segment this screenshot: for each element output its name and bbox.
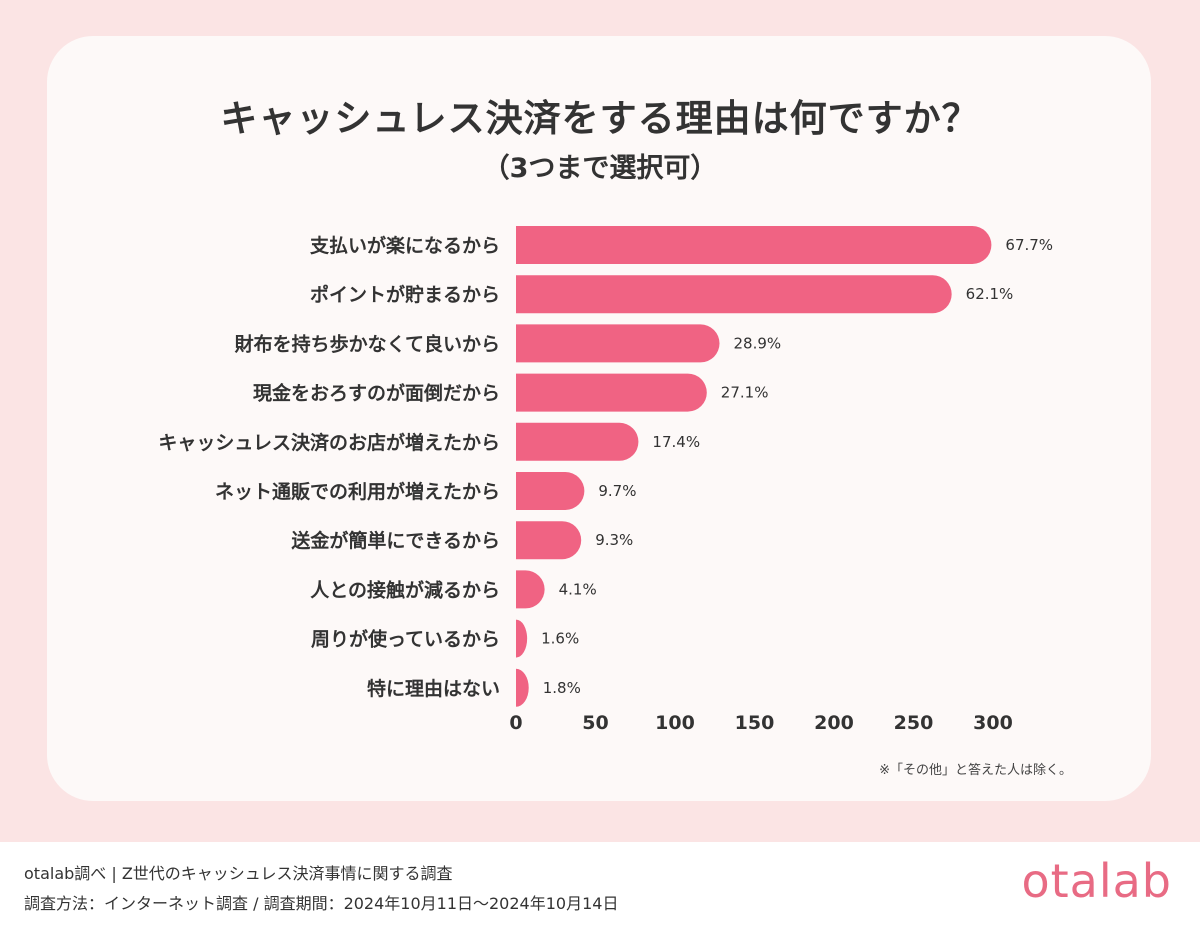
x-tick-label: 150 bbox=[735, 712, 775, 734]
bar bbox=[516, 570, 545, 609]
bar bbox=[516, 422, 639, 461]
category-label: 特に理由はない bbox=[367, 677, 500, 700]
footer: otalab調べ | Z世代のキャッシュレス決済事情に関する調査 調査方法：イン… bbox=[0, 842, 1200, 925]
bar-chart: 支払いが楽になるから 67.7% ポイントが貯まるから 62.1% 財布を持ち歩かなくて… bbox=[158, 226, 1053, 734]
chart-card bbox=[47, 36, 1151, 801]
category-label: 支払いが楽になるから bbox=[309, 234, 500, 257]
category-label: ネット通販での利用が増えたから bbox=[215, 480, 500, 503]
category-label: ポイントが貯まるから bbox=[310, 283, 500, 306]
bar bbox=[516, 619, 528, 658]
x-tick-label: 300 bbox=[973, 712, 1013, 734]
chart-subtitle: （3つまで選択可） bbox=[482, 153, 718, 184]
data-label: 4.1% bbox=[559, 580, 597, 598]
data-label: 28.9% bbox=[734, 334, 782, 352]
bar bbox=[516, 324, 720, 363]
otalab-logo: otalab bbox=[1021, 854, 1172, 908]
source-text: otalab調べ | Z世代のキャッシュレス決済事情に関する調査 bbox=[24, 864, 453, 883]
bar bbox=[516, 521, 582, 560]
x-tick-label: 250 bbox=[894, 712, 934, 734]
bar bbox=[516, 275, 952, 314]
category-label: 現金をおろすのが面倒だから bbox=[253, 382, 500, 405]
data-label: 9.7% bbox=[598, 482, 636, 500]
data-label: 1.8% bbox=[543, 679, 581, 697]
bar bbox=[516, 472, 585, 510]
data-label: 27.1% bbox=[721, 384, 769, 402]
category-label: 財布を持ち歩かなくて良いから bbox=[235, 332, 500, 355]
x-tick-label: 50 bbox=[582, 712, 608, 734]
bar bbox=[516, 668, 529, 707]
x-tick-label: 100 bbox=[655, 712, 695, 734]
data-label: 1.6% bbox=[541, 630, 579, 648]
x-tick-label: 0 bbox=[509, 712, 522, 734]
chart-title: キャッシュレス決済をする理由は何ですか？ bbox=[220, 97, 980, 140]
survey-method-text: 調査方法：インターネット調査 / 調査期間：2024年10月11日〜2024年1… bbox=[24, 894, 619, 913]
category-label: 周りが使っているから bbox=[311, 628, 500, 651]
category-label: 送金が簡単にできるから bbox=[291, 529, 500, 552]
x-tick-label: 200 bbox=[814, 712, 854, 734]
category-label: キャッシュレス決済のお店が増えたから bbox=[158, 431, 500, 454]
footnote: ※「その他」と答えた人は除く。 bbox=[879, 763, 1072, 778]
bar bbox=[516, 373, 707, 412]
data-label: 62.1% bbox=[966, 285, 1014, 303]
data-label: 17.4% bbox=[652, 433, 700, 451]
category-label: 人との接触が減るから bbox=[310, 578, 500, 601]
data-label: 9.3% bbox=[595, 531, 633, 549]
data-label: 67.7% bbox=[1005, 236, 1053, 254]
bar bbox=[516, 226, 992, 264]
